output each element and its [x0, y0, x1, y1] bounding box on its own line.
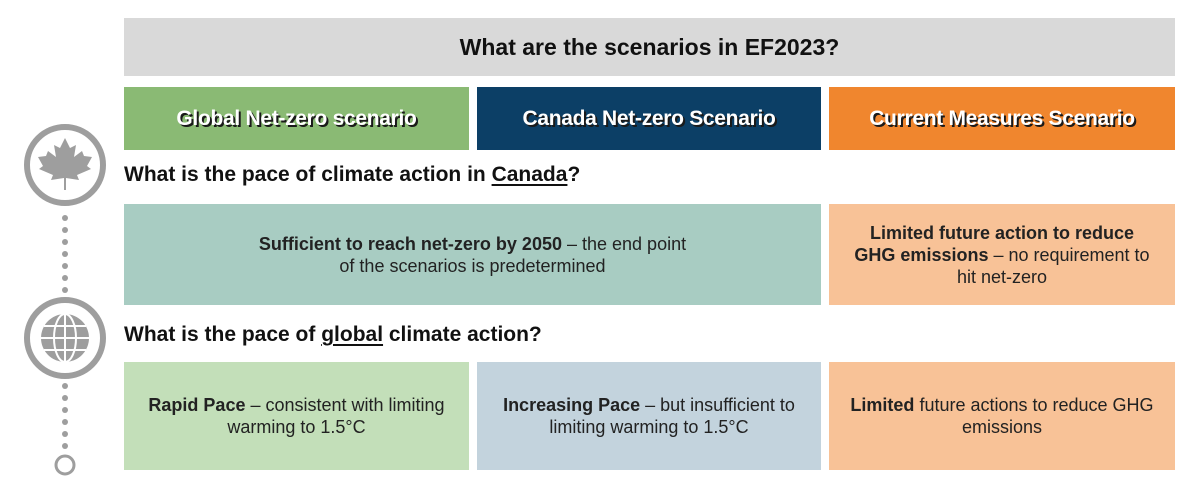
- canada-net-zero-header: Canada Net-zero Scenario: [477, 87, 821, 150]
- question-canada: What is the pace of climate action in Ca…: [124, 163, 581, 186]
- globe-icon: [24, 297, 106, 379]
- canada-current-measures-pace-cell: Limited future action to reduce GHG emis…: [829, 204, 1175, 305]
- timeline-end-icon: [54, 454, 76, 476]
- canada-net-zero-global-pace-cell: Increasing Pace – but insufficient to li…: [477, 362, 821, 470]
- maple-leaf-icon: [24, 124, 106, 206]
- current-measures-header: Current Measures Scenario: [829, 87, 1175, 150]
- question-global: What is the pace of global climate actio…: [124, 323, 542, 346]
- current-measures-global-pace-cell: Limited future actions to reduce GHG emi…: [829, 362, 1175, 470]
- diagram-title: What are the scenarios in EF2023?: [124, 18, 1175, 76]
- global-net-zero-pace-cell: Rapid Pace – consistent with limiting wa…: [124, 362, 469, 470]
- canada-net-zero-pace-cell: Sufficient to reach net-zero by 2050 – t…: [124, 204, 821, 305]
- dotted-connector: [62, 215, 68, 449]
- global-net-zero-header: Global Net-zero scenario: [124, 87, 469, 150]
- timeline: [24, 124, 106, 476]
